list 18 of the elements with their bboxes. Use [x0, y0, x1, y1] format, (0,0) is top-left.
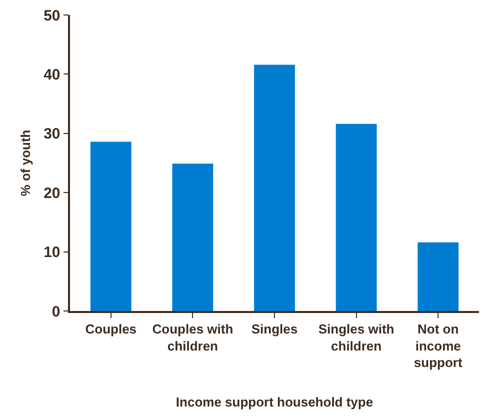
- x-tick-label: Singles: [251, 321, 298, 336]
- bar: [336, 124, 377, 311]
- bar: [254, 64, 295, 311]
- y-tick-label: 0: [52, 303, 60, 320]
- bar: [90, 142, 132, 311]
- bar: [172, 164, 214, 311]
- x-tick-label: Singles with children: [318, 321, 394, 354]
- x-tick-label: Couples with children: [152, 321, 234, 354]
- bar: [418, 242, 459, 311]
- y-tick-label: 40: [44, 66, 60, 84]
- y-axis-title: % of youth: [18, 130, 34, 196]
- x-tick-label: Not on income support: [414, 321, 463, 370]
- y-tick-label: 10: [44, 244, 60, 262]
- x-tick-label: Couples: [85, 321, 137, 336]
- x-axis-title: Income support household type: [176, 394, 374, 410]
- y-tick-label: 20: [44, 184, 60, 202]
- y-tick-label: 50: [44, 7, 60, 24]
- y-tick-label: 30: [44, 126, 60, 143]
